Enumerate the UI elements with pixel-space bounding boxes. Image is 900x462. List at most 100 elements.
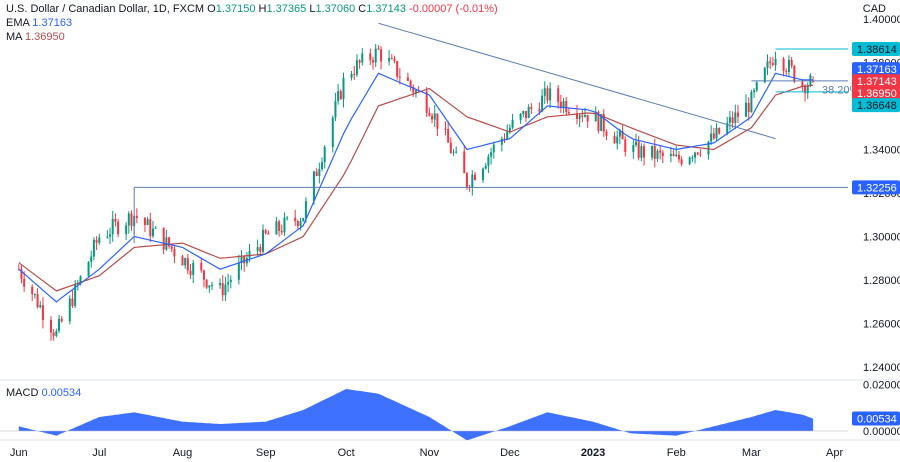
candle-body	[643, 146, 646, 158]
price-y-tick-3: 1.34000	[863, 144, 900, 156]
candle-body	[192, 262, 195, 275]
candle-body	[584, 115, 587, 117]
macd-y-tick-0: 0.02000	[863, 379, 900, 391]
candle-body	[787, 59, 790, 73]
candle-body	[181, 256, 184, 266]
candle-body	[92, 239, 95, 257]
candle-body	[769, 61, 772, 64]
ohlc-low-value: 1.37060	[315, 3, 356, 15]
candle-body	[447, 128, 450, 143]
candle-body	[694, 152, 697, 158]
candle-body	[334, 101, 337, 118]
candle-body	[771, 63, 774, 66]
candle-body	[680, 159, 683, 165]
candle-body	[452, 152, 455, 154]
candle-body	[350, 74, 353, 78]
candle-body	[616, 136, 619, 144]
candle-body	[406, 77, 409, 81]
candle-body	[71, 298, 74, 306]
candle-body	[755, 82, 758, 91]
candle-body	[237, 262, 240, 280]
candle-body	[221, 282, 224, 296]
ema-label: EMA	[6, 17, 30, 29]
candle-body	[125, 225, 128, 235]
candle-body	[632, 145, 635, 153]
candle-body	[154, 227, 157, 229]
candle-body	[785, 71, 788, 73]
candle-body	[731, 117, 734, 123]
candle-body	[640, 146, 643, 158]
candle-body	[425, 91, 428, 113]
price-y-tick-5: 1.30000	[863, 232, 900, 244]
candle-body	[173, 248, 176, 257]
candle-body	[283, 217, 286, 233]
candle-body	[20, 269, 23, 279]
candle-body	[227, 282, 230, 285]
candle-body	[259, 247, 262, 252]
candle-body	[621, 131, 624, 140]
x-tick-feb: Feb	[667, 447, 686, 459]
candle-body	[710, 133, 713, 142]
candle-body	[318, 169, 321, 176]
candle-body	[546, 88, 549, 101]
ma-line	[18, 84, 814, 292]
candle-body	[331, 117, 334, 148]
price-y-tick-0: 1.40000	[863, 14, 900, 26]
candle-body	[463, 151, 466, 174]
candle-body	[243, 255, 246, 264]
candle-body	[543, 88, 546, 96]
candle-body	[511, 119, 514, 128]
candle-body	[549, 88, 552, 101]
price-badge-bg	[852, 62, 900, 77]
candle-body	[224, 284, 227, 296]
candle-body	[111, 218, 114, 235]
macd-legend[interactable]: MACD 0.00534	[6, 386, 81, 400]
candle-body	[41, 305, 44, 320]
candle-body	[651, 145, 654, 158]
candle-body	[473, 174, 476, 180]
price-y-tick-8: 1.24000	[863, 362, 900, 374]
candle-body	[264, 230, 267, 234]
candle-body	[76, 283, 79, 285]
candle-body	[267, 233, 270, 235]
x-tick-mar: Mar	[742, 447, 761, 459]
candle-body	[527, 106, 530, 118]
x-tick-aug: Aug	[173, 447, 193, 459]
candle-body	[39, 305, 42, 308]
candle-body	[726, 122, 729, 134]
candle-body	[127, 213, 130, 226]
x-tick-nov: Nov	[420, 447, 440, 459]
candle-body	[200, 262, 203, 271]
candle-body	[594, 111, 597, 122]
candle-body	[541, 95, 544, 112]
price-y-tick-7: 1.26000	[863, 319, 900, 331]
candle-body	[380, 49, 383, 62]
candle-body	[490, 152, 493, 157]
macd-value: 0.00534	[41, 387, 82, 399]
candle-body	[575, 113, 578, 119]
symbol-title: U.S. Dollar / Canadian Dollar, 1D, FXCM	[6, 3, 205, 15]
candle-body	[280, 230, 283, 233]
candle-body	[436, 113, 439, 129]
candle-body	[130, 213, 133, 227]
candle-body	[637, 141, 640, 158]
candle-body	[766, 61, 769, 68]
candle-body	[58, 318, 61, 332]
candle-body	[31, 286, 34, 295]
price-badge-bg	[852, 86, 900, 101]
currency-label: CAD	[862, 3, 886, 15]
candle-body	[342, 77, 345, 100]
ohlc-open-value: 1.37150	[215, 3, 256, 15]
candle-body	[286, 217, 289, 219]
ma-legend[interactable]: MA 1.36950	[6, 30, 65, 44]
candle-body	[753, 90, 756, 93]
candle-body	[398, 76, 401, 78]
candle-body	[804, 86, 807, 94]
candle-body	[248, 250, 251, 258]
candle-body	[605, 131, 608, 136]
candle-body	[600, 114, 603, 131]
ema-legend[interactable]: EMA 1.37163	[6, 16, 72, 30]
candle-body	[524, 111, 527, 118]
candle-body	[428, 112, 431, 116]
